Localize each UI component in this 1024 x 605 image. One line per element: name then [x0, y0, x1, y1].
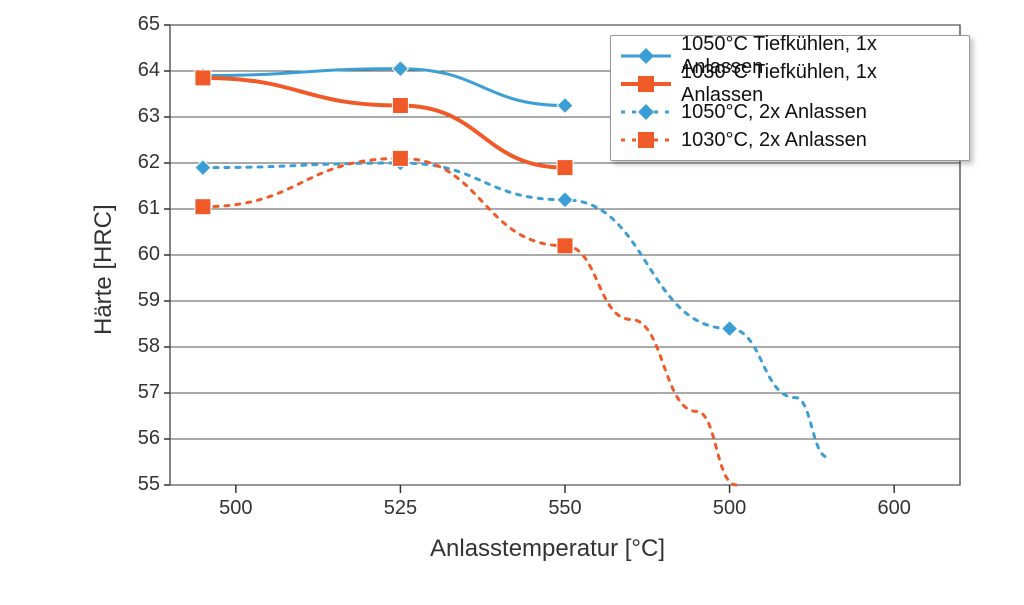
- y-tick-label: 60: [120, 243, 160, 266]
- chart-container: Härte [HRC] Anlasstemperatur [°C] 555657…: [60, 15, 970, 575]
- y-tick-label: 61: [120, 197, 160, 220]
- legend-swatch: [621, 102, 671, 122]
- legend-swatch: [621, 74, 671, 94]
- y-tick-label: 56: [120, 427, 160, 450]
- y-tick-label: 58: [120, 335, 160, 358]
- legend-item: 1030°C Tiefkühlen, 1x Anlassen: [621, 70, 959, 98]
- x-tick-label: 600: [869, 497, 919, 520]
- y-tick-label: 63: [120, 105, 160, 128]
- y-tick-label: 55: [120, 473, 160, 496]
- y-tick-label: 65: [120, 13, 160, 36]
- x-tick-label: 525: [375, 497, 425, 520]
- x-tick-label: 550: [540, 497, 590, 520]
- legend-swatch: [621, 46, 671, 66]
- chart-legend: 1050°C Tiefkühlen, 1x Anlassen1030°C Tie…: [610, 35, 970, 161]
- legend-label: 1050°C, 2x Anlassen: [681, 101, 867, 124]
- y-tick-label: 62: [120, 151, 160, 174]
- x-tick-label: 500: [211, 497, 261, 520]
- legend-label: 1030°C, 2x Anlassen: [681, 129, 867, 152]
- x-tick-label: 500: [705, 497, 755, 520]
- y-tick-label: 57: [120, 381, 160, 404]
- legend-swatch: [621, 130, 671, 150]
- y-tick-label: 64: [120, 59, 160, 82]
- legend-item: 1030°C, 2x Anlassen: [621, 126, 959, 154]
- y-tick-label: 59: [120, 289, 160, 312]
